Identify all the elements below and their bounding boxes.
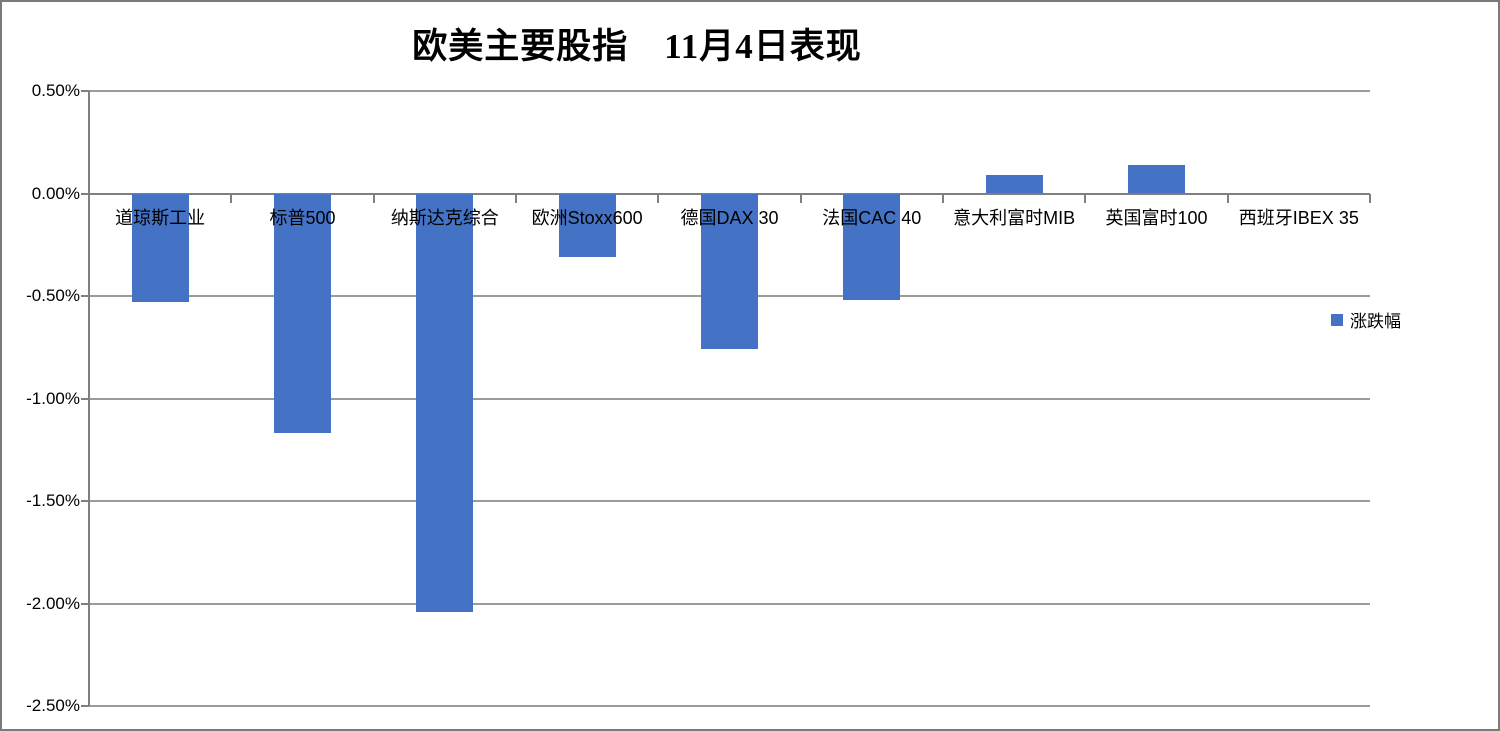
y-gridline bbox=[89, 705, 1370, 707]
y-axis-tick-mark bbox=[81, 90, 89, 92]
y-axis-tick-label: -0.50% bbox=[26, 286, 80, 305]
y-gridline bbox=[89, 397, 1370, 400]
x-axis-tick-mark bbox=[799, 193, 802, 203]
chart-bar bbox=[1128, 164, 1185, 194]
x-axis-tick-mark bbox=[1084, 193, 1087, 203]
category-label: 英国富时100 bbox=[1105, 207, 1208, 228]
y-axis-tick-mark bbox=[81, 602, 89, 605]
x-axis-tick-mark bbox=[230, 193, 233, 203]
y-gridline bbox=[89, 602, 1370, 605]
chart-bar bbox=[843, 193, 901, 301]
legend-swatch-icon bbox=[1331, 313, 1343, 326]
category-label: 纳斯达克综合 bbox=[390, 207, 499, 228]
y-axis-tick-label: 0.50% bbox=[31, 81, 80, 100]
y-axis-tick-label: -2.50% bbox=[26, 696, 80, 715]
chart-bar bbox=[416, 193, 474, 612]
x-axis-tick-mark bbox=[88, 193, 90, 203]
chart-bar bbox=[274, 193, 331, 434]
chart-bar bbox=[558, 193, 616, 258]
category-label: 法国CAC 40 bbox=[822, 207, 922, 228]
category-label: 标普500 bbox=[269, 207, 336, 228]
y-axis-tick-label: 0.00% bbox=[31, 183, 80, 203]
x-axis-tick-mark bbox=[515, 193, 517, 203]
y-axis-tick-mark bbox=[81, 500, 89, 502]
x-axis-tick-mark bbox=[1226, 193, 1229, 203]
x-axis-tick-mark bbox=[372, 193, 375, 203]
chart-bar bbox=[985, 175, 1043, 194]
legend-series-label: 涨跌幅 bbox=[1350, 312, 1401, 331]
y-gridline bbox=[89, 90, 1370, 92]
y-axis-line bbox=[88, 91, 90, 706]
chart-title: 欧美主要股指 11月4日表现 bbox=[412, 27, 862, 66]
y-gridline bbox=[89, 500, 1370, 502]
x-axis-tick-mark bbox=[1369, 193, 1371, 203]
y-axis-tick-label: -1.00% bbox=[26, 388, 80, 408]
category-label: 欧洲Stoxx600 bbox=[531, 207, 643, 228]
x-axis-tick-mark bbox=[942, 193, 944, 203]
y-axis-tick-mark bbox=[81, 705, 89, 707]
category-label: 意大利富时MIB bbox=[953, 207, 1076, 228]
y-axis-tick-mark bbox=[81, 192, 89, 195]
legend: 涨跌幅 bbox=[1331, 305, 1405, 334]
y-axis-tick-label: -1.50% bbox=[26, 491, 80, 510]
x-axis-tick-mark bbox=[657, 193, 660, 203]
category-label: 西班牙IBEX 35 bbox=[1238, 207, 1359, 228]
chart-bar bbox=[131, 193, 189, 303]
y-axis-tick-label: -2.00% bbox=[26, 593, 80, 613]
category-label: 德国DAX 30 bbox=[680, 207, 779, 228]
chart-bar bbox=[701, 193, 758, 350]
y-axis-tick-mark bbox=[81, 295, 89, 297]
y-axis-tick-mark bbox=[81, 397, 89, 400]
category-label: 道琼斯工业 bbox=[115, 207, 206, 228]
